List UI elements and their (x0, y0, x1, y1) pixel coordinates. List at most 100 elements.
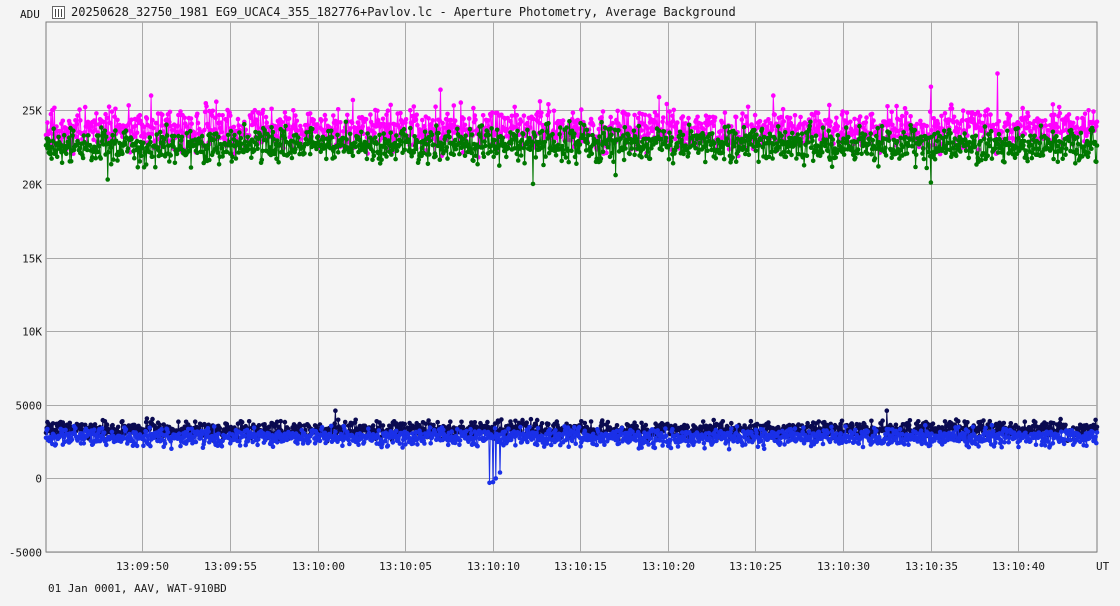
data-point (181, 130, 186, 136)
data-point (753, 148, 759, 154)
data-point (660, 119, 665, 124)
data-point (771, 93, 776, 98)
data-point (447, 134, 452, 140)
data-point (966, 124, 972, 129)
data-point (335, 150, 341, 155)
data-point (319, 425, 325, 430)
data-point (993, 145, 998, 151)
data-point (956, 126, 962, 132)
data-point (135, 165, 141, 170)
data-point (260, 107, 266, 113)
data-point (953, 153, 959, 159)
data-point (1038, 123, 1044, 128)
data-point (841, 152, 847, 157)
data-point (335, 132, 340, 138)
data-point (45, 120, 50, 125)
data-point (610, 120, 616, 126)
data-point (239, 141, 244, 147)
data-point (724, 136, 730, 141)
data-point (825, 148, 831, 154)
data-point (101, 119, 106, 125)
data-point (921, 156, 927, 162)
data-point (141, 443, 146, 449)
data-point (692, 140, 698, 146)
data-point (148, 443, 153, 449)
data-point (820, 150, 825, 155)
data-point (639, 420, 644, 426)
data-point (889, 155, 894, 161)
data-point (739, 117, 745, 122)
data-point (148, 93, 154, 98)
data-point (489, 126, 494, 131)
data-point (190, 434, 196, 440)
data-point (479, 123, 485, 128)
data-point (150, 154, 155, 159)
data-point (472, 420, 478, 425)
data-point (384, 112, 389, 117)
data-point (1063, 152, 1068, 157)
data-point (839, 130, 844, 135)
data-point (340, 443, 345, 449)
data-point (958, 149, 963, 154)
data-point (609, 132, 614, 138)
data-point (255, 146, 260, 151)
data-point (218, 120, 224, 125)
data-point (531, 116, 536, 122)
data-point (1094, 424, 1100, 430)
data-point (355, 120, 361, 125)
data-point (200, 149, 206, 155)
data-point (216, 162, 222, 167)
data-point (864, 115, 869, 120)
data-point (1020, 133, 1025, 139)
data-point (229, 159, 234, 164)
data-point (437, 157, 443, 162)
data-point (897, 117, 903, 123)
data-point (613, 172, 618, 178)
data-point (347, 126, 353, 131)
data-point (99, 425, 105, 431)
x-axis-ticks: 13:09:50 13:09:55 13:10:00 13:10:05 13:10:10… (116, 560, 1045, 573)
data-point (1033, 420, 1038, 425)
data-point (862, 132, 868, 137)
data-point (322, 112, 328, 118)
data-point (1008, 421, 1014, 426)
data-point (932, 123, 937, 129)
data-point (781, 119, 787, 124)
data-point (77, 107, 82, 112)
data-point (551, 108, 557, 114)
data-point (600, 109, 606, 114)
data-point (463, 133, 469, 138)
data-point (482, 139, 487, 144)
data-point (45, 426, 50, 432)
data-point (462, 153, 468, 158)
data-point (414, 112, 420, 117)
data-point (374, 141, 380, 147)
data-point (478, 134, 483, 139)
data-point (546, 121, 551, 126)
data-point (672, 136, 678, 142)
data-point (1061, 142, 1067, 147)
data-point (342, 419, 348, 425)
data-point (876, 164, 881, 169)
data-point (879, 123, 885, 129)
data-point (359, 129, 364, 135)
data-point (857, 123, 862, 129)
data-point (108, 161, 114, 167)
data-point (566, 159, 571, 165)
data-point (188, 128, 193, 134)
data-point (438, 87, 443, 92)
data-point (643, 422, 649, 428)
data-point (445, 111, 450, 117)
data-point (458, 100, 464, 105)
data-point (609, 150, 615, 156)
data-point (880, 418, 885, 424)
data-point (853, 124, 859, 129)
data-point (264, 138, 270, 143)
data-point (539, 421, 545, 426)
data-point (730, 155, 735, 160)
data-point (347, 131, 353, 137)
data-point (999, 150, 1004, 155)
data-point (61, 132, 67, 138)
data-point (161, 144, 166, 150)
